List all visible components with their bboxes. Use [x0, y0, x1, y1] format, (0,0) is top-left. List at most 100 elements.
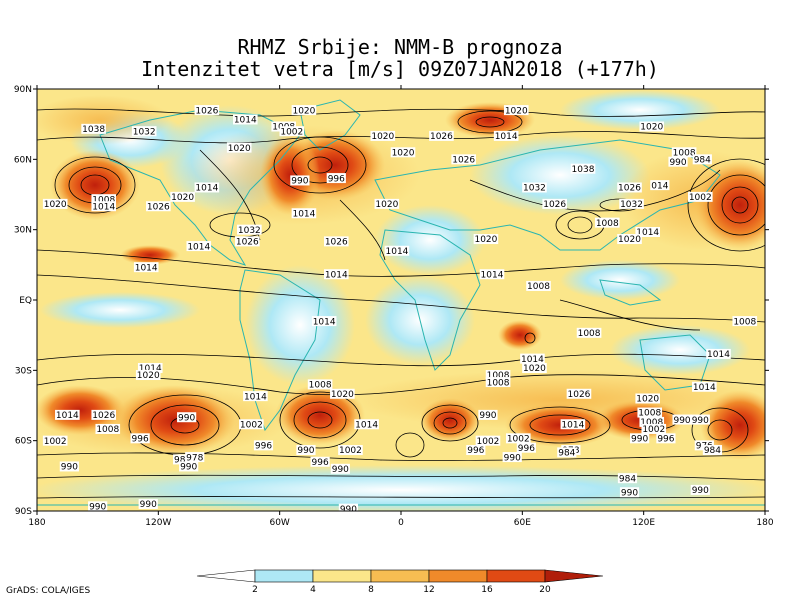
pressure-label: 1002 [240, 420, 263, 430]
lat-label: 60S [15, 437, 32, 447]
pressure-label: 984 [619, 474, 636, 484]
pressure-label-bg [560, 419, 586, 430]
pressure-label-bg [239, 419, 264, 430]
pressure-label: 1002 [507, 435, 530, 445]
pressure-label: 1002 [477, 437, 500, 447]
pressure-label: 1008 [578, 329, 601, 339]
pressure-label: 1020 [44, 200, 67, 210]
pressure-label: 990 [669, 158, 686, 168]
pressure-label: 1008 [733, 317, 756, 327]
pressure-label-bg [690, 414, 710, 425]
pressure-labels: 1038103210261014102010081002102010149909… [42, 105, 758, 511]
pressure-label: 1020 [375, 200, 398, 210]
pressure-label: 1020 [331, 390, 354, 400]
pressure-label: 1002 [280, 127, 303, 137]
pressure-label: 1008 [309, 381, 332, 391]
lat-label: 30S [15, 366, 32, 376]
pressure-label: 1014 [292, 209, 315, 219]
pressure-label-bg [475, 435, 501, 446]
pressure-label-bg [179, 461, 199, 472]
pressure-label: 1014 [92, 202, 115, 212]
pressure-label: 996 [312, 458, 329, 468]
pressure-label-bg [690, 484, 710, 495]
colorbar-segment [196, 569, 256, 583]
pressure-label-bg [594, 217, 620, 228]
pressure-label: 1008 [673, 149, 696, 159]
pressure-label: 1014 [139, 364, 162, 374]
pressure-label-bg [135, 370, 161, 381]
pressure-label: 990 [291, 177, 308, 187]
pressure-label: 1032 [620, 200, 643, 210]
pressure-label-bg [326, 173, 346, 184]
pressure-label-bg [493, 130, 519, 141]
colorbar-tick-label: 12 [423, 585, 434, 595]
pressure-label-bg [617, 234, 642, 245]
pressure-label-bg [138, 498, 158, 509]
pressure-label: 984 [558, 449, 575, 459]
pressure-label-bg [656, 433, 676, 444]
wind-field [37, 89, 765, 511]
colorbar-segment [428, 569, 488, 583]
pressure-label: 1008 [596, 219, 619, 229]
pressure-label-bg [570, 163, 596, 174]
lon-label: 120W [145, 518, 171, 528]
pressure-label-bg [429, 130, 454, 141]
pressure-label: 990 [178, 413, 195, 423]
pressure-label: 1008 [487, 371, 510, 381]
pressure-label: 996 [657, 435, 674, 445]
pressure-label-bg [370, 130, 396, 141]
pressure-label-bg [330, 463, 350, 474]
pressure-label: 990 [673, 416, 690, 426]
pressure-label-bg [279, 126, 305, 137]
pressure-label: 1026 [452, 156, 475, 166]
pressure-label-bg [692, 381, 717, 392]
pressure-label-bg [390, 147, 416, 158]
pressure-label: 1008 [640, 418, 663, 428]
pressure-label-bg [637, 407, 663, 418]
pressure-label: 1020 [292, 106, 315, 116]
pressure-label-bg [177, 412, 197, 423]
pressure-label: 1014 [234, 116, 257, 126]
pressure-label: 990 [140, 500, 157, 510]
colorbar-segment [486, 569, 546, 583]
pressure-label-bg [639, 416, 665, 427]
pressure-label-bg [576, 327, 602, 338]
pressure-label-bg [557, 447, 577, 458]
longitude-axis: 180 120W 60W 0 60E 120E 180 [28, 85, 774, 528]
pressure-label: 1032 [523, 184, 546, 194]
pressure-label-bg [478, 409, 498, 420]
pressure-label-bg [55, 409, 80, 420]
pressure-label-bg [194, 182, 220, 193]
pressure-label: 1026 [568, 390, 591, 400]
pressure-label: 1020 [505, 106, 528, 116]
pressure-label-bg [253, 440, 274, 451]
pressure-label-bg [130, 433, 150, 444]
pressure-label-bg [641, 423, 667, 434]
pressure-label-bg [702, 445, 723, 456]
pressure-label-bg [617, 473, 638, 484]
pressure-label: 1014 [481, 270, 504, 280]
lon-label: 0 [398, 518, 404, 528]
pressure-label: 1008 [487, 378, 510, 388]
pressure-label-bg [226, 142, 252, 153]
pressure-label-bg [466, 445, 486, 456]
pressure-label: 1026 [236, 238, 259, 248]
colorbar-segment [544, 569, 604, 583]
pressure-label: 1014 [636, 228, 659, 238]
pressure-label-bg [635, 227, 661, 238]
colorbar-tick-label: 20 [539, 585, 551, 595]
pressure-label-bg [323, 269, 349, 280]
pressure-label: 1020 [618, 235, 641, 245]
pressure-label: 1026 [618, 184, 641, 194]
colorbar-tick-label: 16 [481, 585, 493, 595]
pressure-label: 1026 [92, 411, 115, 421]
pressure-label: 1002 [689, 193, 712, 203]
pressure-label-bg [91, 409, 117, 420]
pressure-label: 996 [255, 442, 272, 452]
pressure-label: 1014 [521, 355, 544, 365]
pressure-label-bg [384, 245, 410, 256]
pressure-label-bg [42, 435, 68, 446]
pressure-label: 014 [651, 181, 668, 191]
pressure-label: 996 [328, 174, 345, 184]
pressure-label: 1014 [386, 247, 409, 257]
